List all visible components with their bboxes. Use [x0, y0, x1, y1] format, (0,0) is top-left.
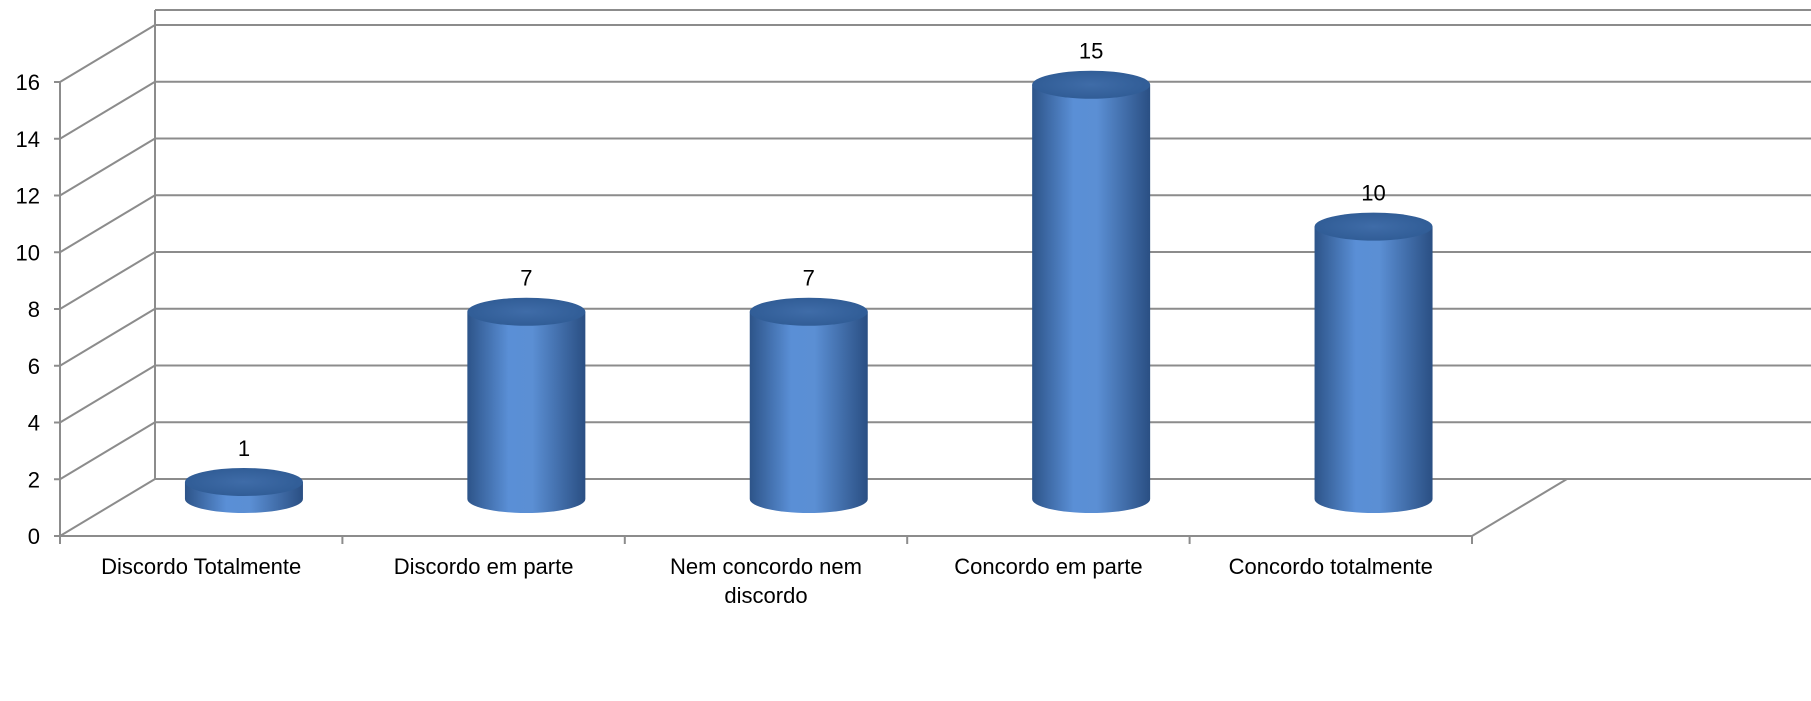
- category-labels: 1 7 7 15 10 Discordo Totalmente Discordo em pa…: [101, 39, 1433, 608]
- data-label: 1: [238, 436, 250, 461]
- category-label: Discordo Totalmente: [101, 554, 301, 579]
- data-label: 15: [1079, 39, 1103, 64]
- category-label: Discordo em parte: [394, 554, 574, 579]
- y-tick-label: 12: [16, 184, 40, 209]
- gridline: [59, 137, 1811, 197]
- category-label: Concordo totalmente: [1229, 554, 1433, 579]
- y-tick-label: 0: [28, 524, 40, 549]
- gridlines: [59, 9, 1811, 537]
- gridline: [59, 478, 156, 537]
- bar: [1032, 70, 1151, 514]
- y-tick-label: 10: [16, 240, 40, 265]
- y-tick-label: 16: [16, 70, 40, 95]
- gridline: [59, 251, 1811, 310]
- bar: [749, 297, 868, 514]
- bar: [184, 467, 303, 513]
- data-label: 7: [803, 266, 815, 291]
- data-label: 10: [1361, 181, 1385, 206]
- floor-right-edge: [1471, 478, 1568, 537]
- category-label: Nem concordo nem discordo: [670, 554, 862, 608]
- gridline: [59, 307, 1811, 367]
- y-axis-ticks: 0 2 4 6 8 10 12 14 16: [16, 70, 40, 549]
- axes: [54, 81, 1473, 544]
- gridline: [59, 194, 1811, 254]
- gridline: [59, 421, 1811, 481]
- y-tick-label: 6: [28, 354, 40, 379]
- gridline: [59, 364, 1811, 424]
- gridline: [59, 24, 1811, 83]
- y-tick-label: 8: [28, 297, 40, 322]
- data-label: 7: [520, 266, 532, 291]
- bars: [184, 70, 1433, 514]
- bar: [467, 297, 586, 514]
- gridline: [59, 80, 1811, 140]
- bar: [1314, 212, 1433, 514]
- y-tick-label: 4: [28, 411, 40, 436]
- category-label: Concordo em parte: [954, 554, 1142, 579]
- y-tick-label: 14: [16, 127, 40, 152]
- y-tick-label: 2: [28, 467, 40, 492]
